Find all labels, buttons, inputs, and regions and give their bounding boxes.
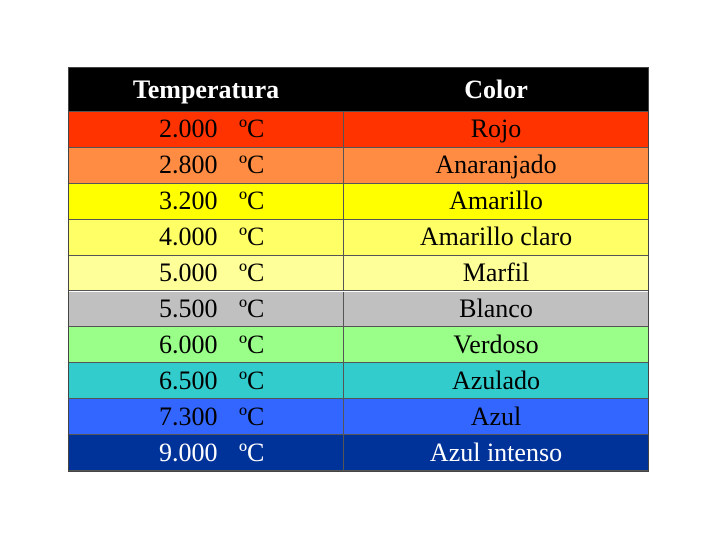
unit-cell: ºC <box>239 150 265 180</box>
temperature-cell: 4.000 <box>159 222 218 252</box>
table-row: 2.800 ºC Anaranjado <box>69 147 648 184</box>
column-separator <box>343 291 344 327</box>
temperature-cell: 2.000 <box>159 114 218 144</box>
unit-cell: ºC <box>239 186 265 216</box>
table-row: 9.000 ºC Azul intenso <box>69 435 648 471</box>
header-cell: Color <box>464 74 528 104</box>
table-row: 3.200 ºC Amarillo <box>69 183 648 220</box>
column-separator <box>343 183 344 219</box>
column-separator <box>343 112 344 147</box>
unit-cell: ºC <box>239 401 265 431</box>
column-separator <box>343 147 344 183</box>
unit-cell: ºC <box>239 258 265 288</box>
table-row: 6.000 ºC Verdoso <box>69 327 648 364</box>
table-row: 5.500 ºC Blanco <box>69 291 648 328</box>
color-cell: Azul intenso <box>429 437 563 467</box>
temperature-cell: 2.800 <box>159 150 218 180</box>
temperature-cell: 9.000 <box>159 437 218 467</box>
unit-cell: ºC <box>239 293 265 323</box>
color-temperature-table: Temperatura Color 2.000 ºC Rojo 2.800 ºC Anar… <box>68 67 649 472</box>
unit-cell: ºC <box>239 365 265 395</box>
table-row: 7.300 ºC Azul <box>69 399 648 436</box>
table-row: 6.500 ºC Azulado <box>69 363 648 400</box>
temperature-cell: 5.000 <box>159 258 218 288</box>
temperature-cell: 6.500 <box>159 365 218 395</box>
color-cell: Marfil <box>462 258 530 288</box>
header-row: Temperatura Color <box>69 68 648 112</box>
column-separator <box>343 255 344 291</box>
color-cell: Rojo <box>470 114 522 144</box>
column-separator <box>343 219 344 255</box>
unit-cell: ºC <box>239 114 265 144</box>
temperature-cell: 5.500 <box>159 293 218 323</box>
color-cell: Amarillo claro <box>419 222 573 252</box>
temperature-cell: 3.200 <box>159 186 218 216</box>
column-separator <box>343 363 344 399</box>
unit-cell: ºC <box>239 329 265 359</box>
color-cell: Amarillo <box>449 186 543 216</box>
table-row: 4.000 ºC Amarillo claro <box>69 219 648 256</box>
temperature-cell: 7.300 <box>159 401 218 431</box>
header-cell: Temperatura <box>132 74 280 104</box>
column-separator <box>343 327 344 363</box>
temperature-cell: 6.000 <box>159 329 218 359</box>
column-separator <box>343 399 344 435</box>
color-cell: Blanco <box>459 293 533 323</box>
color-cell: Anaranjado <box>435 150 557 180</box>
table-row: 5.000 ºC Marfil <box>69 255 648 292</box>
color-cell: Azul <box>470 401 522 431</box>
unit-cell: ºC <box>239 437 265 467</box>
column-separator <box>343 435 344 470</box>
color-cell: Verdoso <box>453 329 539 359</box>
color-cell: Azulado <box>451 365 541 395</box>
table-row: 2.000 ºC Rojo <box>69 112 648 148</box>
unit-cell: ºC <box>239 222 265 252</box>
